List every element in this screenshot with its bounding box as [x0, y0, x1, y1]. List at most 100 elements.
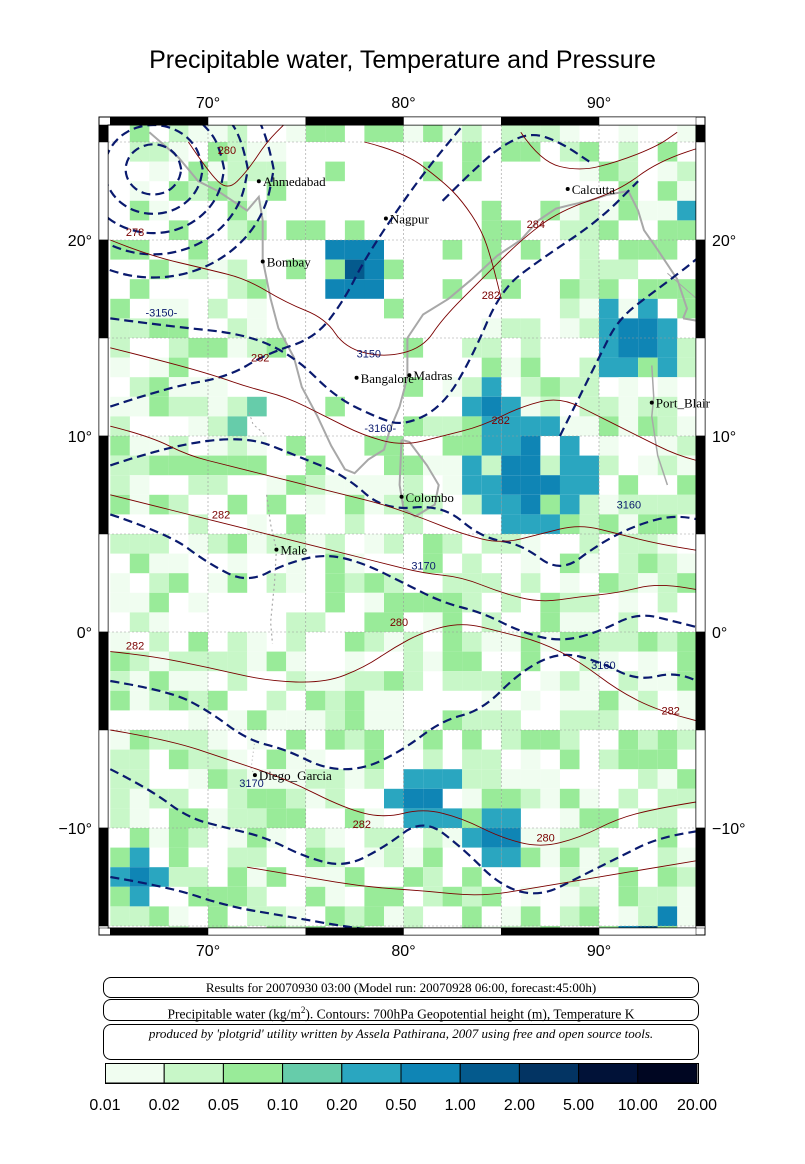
- grid-cell: [384, 886, 404, 907]
- grid-cell: [423, 828, 443, 848]
- grid-cell: [520, 475, 541, 495]
- temperature-contour: [110, 624, 696, 722]
- temperature-contour: [520, 131, 678, 170]
- grid-cell: [305, 220, 326, 240]
- frame-band-left: [98, 141, 109, 241]
- grid-cell: [364, 592, 384, 613]
- grid-cell: [227, 279, 248, 299]
- grid-cell: [208, 455, 228, 476]
- grid-cell: [677, 671, 696, 691]
- grid-cell: [520, 494, 541, 515]
- grid-cell: [442, 436, 463, 456]
- grid-cell: [677, 161, 696, 182]
- grid-cell: [149, 200, 169, 221]
- grid-cell: [227, 867, 248, 887]
- grid-cell: [501, 592, 521, 613]
- contour-label: -3160-: [364, 423, 396, 435]
- grid-cell: [208, 690, 228, 711]
- grid-cell: [110, 730, 130, 750]
- grid-cell: [344, 573, 365, 593]
- grid-cell: [188, 730, 208, 750]
- grid-cell: [599, 651, 619, 672]
- grid-cell: [364, 125, 384, 142]
- grid-cell: [168, 867, 189, 887]
- frame-band-bottom: [501, 927, 600, 936]
- grid-cell: [579, 259, 600, 280]
- grid-cell: [677, 867, 696, 887]
- grid-cell: [247, 436, 267, 456]
- grid-cell: [344, 926, 365, 928]
- frame-band-left: [98, 533, 109, 633]
- frame-band-top: [207, 116, 306, 126]
- grid-cell: [188, 338, 208, 358]
- grid-cell: [188, 769, 208, 789]
- grid-cell: [716, 338, 736, 358]
- grid-cell: [462, 906, 482, 926]
- grid-cell: [716, 554, 736, 574]
- lat-tick-label-left: 10°: [68, 429, 92, 446]
- grid-cell: [227, 886, 248, 907]
- temperature-contour: [110, 148, 696, 356]
- grid-cell: [599, 749, 619, 770]
- grid-cell: [579, 416, 600, 436]
- colorbar: [105, 1063, 699, 1084]
- grid-cell: [579, 788, 600, 809]
- grid-cell: [325, 573, 345, 593]
- grid-cell: [481, 632, 502, 652]
- grid-cell: [325, 671, 345, 691]
- grid-cell: [403, 632, 424, 652]
- grid-cell: [168, 671, 189, 691]
- frame-band-right: [695, 827, 706, 927]
- grid-cell: [168, 142, 189, 162]
- grid-cell: [599, 436, 619, 456]
- grid-cell: [266, 828, 287, 848]
- grid-cell: [364, 475, 384, 495]
- grid-cell: [618, 298, 639, 319]
- grid-cell: [501, 279, 521, 299]
- grid-cell: [579, 161, 600, 182]
- temperature-contour: [110, 729, 696, 846]
- grid-cell: [540, 632, 560, 652]
- grid-cell: [208, 749, 228, 770]
- grid-cell: [384, 455, 404, 476]
- grid-cell: [208, 926, 228, 928]
- grid-cell: [247, 788, 267, 809]
- grid-cell: [618, 592, 639, 613]
- grid-cell: [364, 534, 384, 554]
- grid-cell: [384, 612, 404, 632]
- grid-cell: [540, 828, 560, 848]
- grid-cell: [462, 396, 482, 417]
- contour-label: 280: [536, 833, 554, 845]
- grid-cell: [559, 612, 580, 632]
- grid-cell: [520, 828, 541, 848]
- grid-cell: [579, 475, 600, 495]
- grid-cell: [638, 906, 658, 926]
- grid-cell: [149, 867, 169, 887]
- grid-cell: [579, 534, 600, 554]
- grid-cell: [540, 494, 560, 515]
- grid-cell: [462, 886, 482, 907]
- grid-cell: [657, 181, 678, 201]
- grid-cell: [364, 847, 384, 868]
- grid-cell: [188, 592, 208, 613]
- grid-cell: [540, 377, 560, 397]
- grid-cell: [481, 475, 502, 495]
- grid-cell: [462, 710, 482, 730]
- grid-cell: [618, 357, 639, 378]
- grid-cell: [286, 475, 306, 495]
- grid-cell: [638, 886, 658, 907]
- grid-cell: [638, 690, 658, 711]
- grid-cell: [579, 279, 600, 299]
- grid-cell: [501, 906, 521, 926]
- grid-cell: [188, 808, 208, 828]
- grid-cell: [462, 651, 482, 672]
- grid-cell: [579, 906, 600, 926]
- grid-cell: [286, 259, 306, 280]
- grid-cell: [540, 612, 560, 632]
- grid-cell: [364, 906, 384, 926]
- grid-cell: [247, 298, 267, 319]
- grid-cell: [638, 730, 658, 750]
- geopotential-contour: [109, 125, 463, 408]
- grid-cell: [559, 220, 580, 240]
- grid-cell: [423, 161, 443, 182]
